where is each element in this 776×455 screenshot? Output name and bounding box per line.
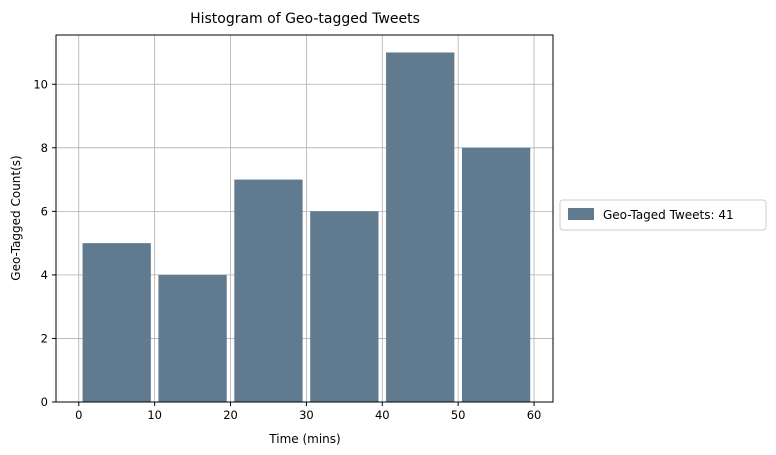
histogram-bar bbox=[158, 274, 227, 402]
legend-frame bbox=[559, 199, 767, 231]
legend: Geo-Taged Tweets: 41 bbox=[559, 199, 767, 231]
histogram-bar bbox=[234, 179, 303, 402]
y-tick-label: 10 bbox=[33, 77, 48, 91]
histogram-bar bbox=[386, 52, 455, 402]
x-tick-label: 60 bbox=[527, 408, 542, 422]
y-tick-label: 8 bbox=[41, 141, 48, 155]
y-tick-label: 6 bbox=[41, 204, 48, 218]
histogram-bar bbox=[461, 147, 531, 402]
x-tick-label: 50 bbox=[451, 408, 466, 422]
y-tick-label: 0 bbox=[41, 395, 48, 409]
x-tick-label: 0 bbox=[75, 408, 82, 422]
x-tick-label: 20 bbox=[223, 408, 238, 422]
plot-frame bbox=[55, 34, 554, 403]
x-tick-label: 30 bbox=[299, 408, 314, 422]
x-axis-ticks: 0 10 20 30 40 50 60 bbox=[75, 402, 541, 422]
histogram-bars bbox=[82, 52, 531, 402]
x-tick-label: 10 bbox=[147, 408, 162, 422]
x-axis-label: Time (mins) bbox=[268, 432, 340, 446]
legend-swatch bbox=[568, 208, 594, 220]
x-tick-label: 40 bbox=[375, 408, 390, 422]
y-axis-ticks: 0 2 4 6 8 10 bbox=[33, 77, 56, 409]
y-tick-label: 4 bbox=[41, 268, 48, 282]
histogram-bar bbox=[82, 243, 151, 402]
y-tick-label: 2 bbox=[41, 331, 48, 345]
chart-title: Histogram of Geo-tagged Tweets bbox=[190, 11, 420, 27]
histogram-bar bbox=[310, 211, 379, 402]
legend-entry-label: Geo-Taged Tweets: 41 bbox=[603, 208, 734, 222]
y-axis-label: Geo-Tagged Count(s) bbox=[9, 155, 23, 280]
